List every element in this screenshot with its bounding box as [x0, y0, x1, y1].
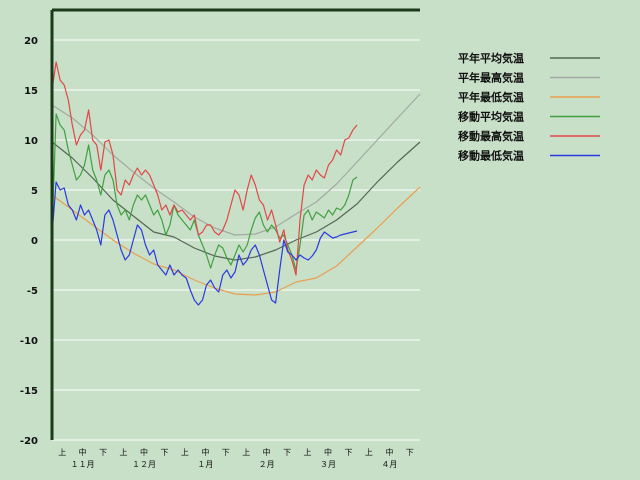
legend-label: 移動最高気温	[458, 129, 524, 143]
series-line	[51, 186, 421, 296]
x-sub-tick-label: 上	[365, 448, 373, 457]
y-tick-label: -10	[20, 336, 38, 347]
x-sub-tick-label: 上	[120, 448, 128, 457]
x-sub-tick-label: 中	[79, 447, 87, 457]
legend-label: 平年最低気温	[458, 90, 524, 104]
x-sub-tick-label: 下	[222, 448, 230, 457]
y-tick-label: -20	[20, 436, 38, 447]
x-month-label: ３月	[320, 460, 336, 469]
legend-label: 移動平均気温	[458, 110, 524, 124]
x-sub-tick-label: 上	[242, 448, 250, 457]
x-month-label: １月	[197, 460, 213, 469]
x-tick-labels: 上 中 下 上 中 下 上 中 下 上 中 下 上 中 下 上 中 下 １１月 １２月 １月 ２月 ３月 ４月	[58, 447, 414, 469]
x-month-label: ４月	[381, 460, 397, 469]
x-sub-tick-label: 下	[283, 448, 291, 457]
y-tick-labels: 20 15 10 5 0 -5 -10 -15 -20	[20, 36, 38, 447]
legend-label: 平年平均気温	[458, 51, 524, 65]
series-line	[51, 181, 358, 306]
x-sub-tick-label: 中	[201, 447, 209, 457]
series-line	[51, 113, 358, 271]
y-tick-label: -5	[27, 286, 38, 297]
x-sub-tick-label: 下	[344, 448, 352, 457]
x-sub-tick-label: 中	[140, 447, 148, 457]
x-sub-tick-label: 下	[160, 448, 168, 457]
y-tick-label: 15	[24, 86, 38, 97]
x-sub-tick-label: 上	[304, 448, 312, 457]
series-line	[51, 93, 421, 236]
x-sub-tick-label: 下	[99, 448, 107, 457]
y-tick-label: 20	[24, 36, 38, 47]
series-line	[51, 61, 358, 276]
legend-label: 移動最低気温	[458, 149, 524, 163]
axes	[50, 8, 420, 440]
y-tick-label: 0	[31, 236, 38, 247]
y-tick-label: -15	[20, 386, 38, 397]
series-lines	[51, 61, 421, 306]
x-sub-tick-label: 下	[406, 448, 414, 457]
y-tick-label: 10	[24, 136, 38, 147]
x-month-label: １１月	[71, 460, 95, 469]
x-month-label: ２月	[259, 460, 275, 469]
x-sub-tick-label: 中	[263, 447, 271, 457]
x-month-label: １２月	[132, 460, 156, 469]
x-sub-tick-label: 上	[58, 448, 66, 457]
x-sub-tick-label: 中	[324, 447, 332, 457]
y-tick-label: 5	[31, 186, 38, 197]
x-sub-tick-label: 上	[181, 448, 189, 457]
x-sub-tick-label: 中	[385, 447, 393, 457]
legend-label: 平年最高気温	[458, 71, 524, 85]
series-line	[51, 141, 421, 261]
